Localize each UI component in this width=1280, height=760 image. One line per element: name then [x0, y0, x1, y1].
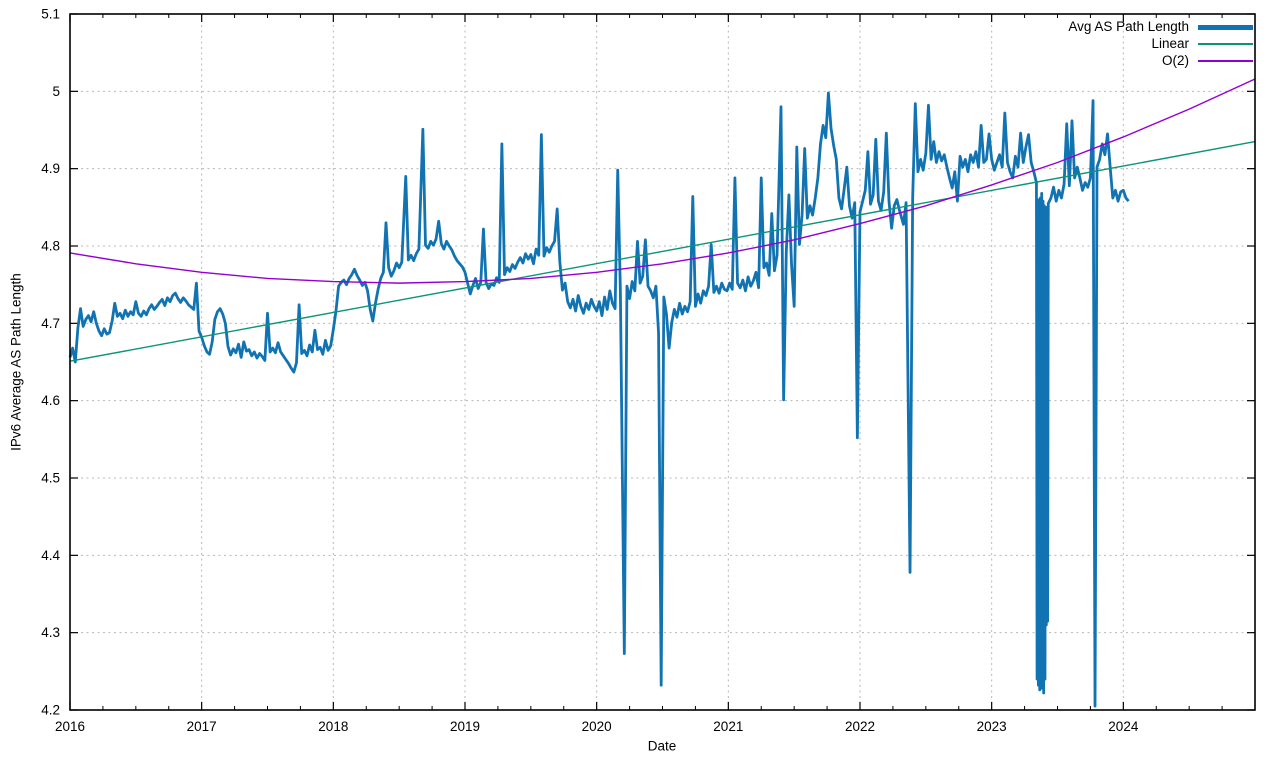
series-avg-as-path-length	[68, 91, 1130, 708]
x-tick-label: 2022	[845, 719, 875, 734]
x-tick-label: 2019	[450, 719, 480, 734]
y-tick-label: 4.8	[41, 239, 60, 254]
y-tick-label: 4.5	[41, 471, 60, 486]
x-tick-label: 2023	[977, 719, 1007, 734]
y-tick-label: 4.4	[41, 548, 60, 563]
legend-swatch-avg-as-path-length	[1198, 24, 1253, 30]
series-o-2	[69, 78, 1256, 284]
legend-entry-o2: O(2)	[1068, 54, 1253, 68]
legend-entry-linear: Linear	[1068, 37, 1253, 51]
y-tick-label: 4.7	[41, 316, 60, 331]
legend-label-linear: Linear	[1151, 36, 1189, 51]
x-axis-title: Date	[647, 738, 677, 754]
y-tick-label: 5.1	[41, 7, 60, 22]
legend-swatch-linear	[1198, 43, 1253, 45]
y-tick-label: 4.3	[41, 625, 60, 640]
x-tick-label: 2024	[1108, 719, 1139, 734]
y-tick-label: 4.9	[41, 161, 60, 176]
x-tick-label: 2017	[187, 719, 217, 734]
legend-swatch-o2	[1198, 60, 1253, 62]
y-tick-label: 4.6	[41, 393, 60, 408]
x-tick-label: 2021	[713, 719, 743, 734]
y-tick-label: 5	[52, 84, 60, 99]
x-tick-label: 2020	[582, 719, 612, 734]
y-axis-title: IPv6 Average AS Path Length	[8, 273, 24, 451]
plot-border	[69, 13, 1256, 711]
legend-label-avg-as-path-length: Avg AS Path Length	[1068, 19, 1189, 34]
legend: Avg AS Path Length Linear O(2)	[1068, 20, 1253, 68]
series-linear	[69, 140, 1256, 362]
y-tick-label: 4.2	[41, 703, 60, 718]
legend-entry-avg-as-path-length: Avg AS Path Length	[1068, 20, 1253, 34]
x-tick-label: 2018	[318, 719, 348, 734]
legend-label-o2: O(2)	[1162, 53, 1189, 68]
x-tick-label: 2016	[55, 719, 85, 734]
